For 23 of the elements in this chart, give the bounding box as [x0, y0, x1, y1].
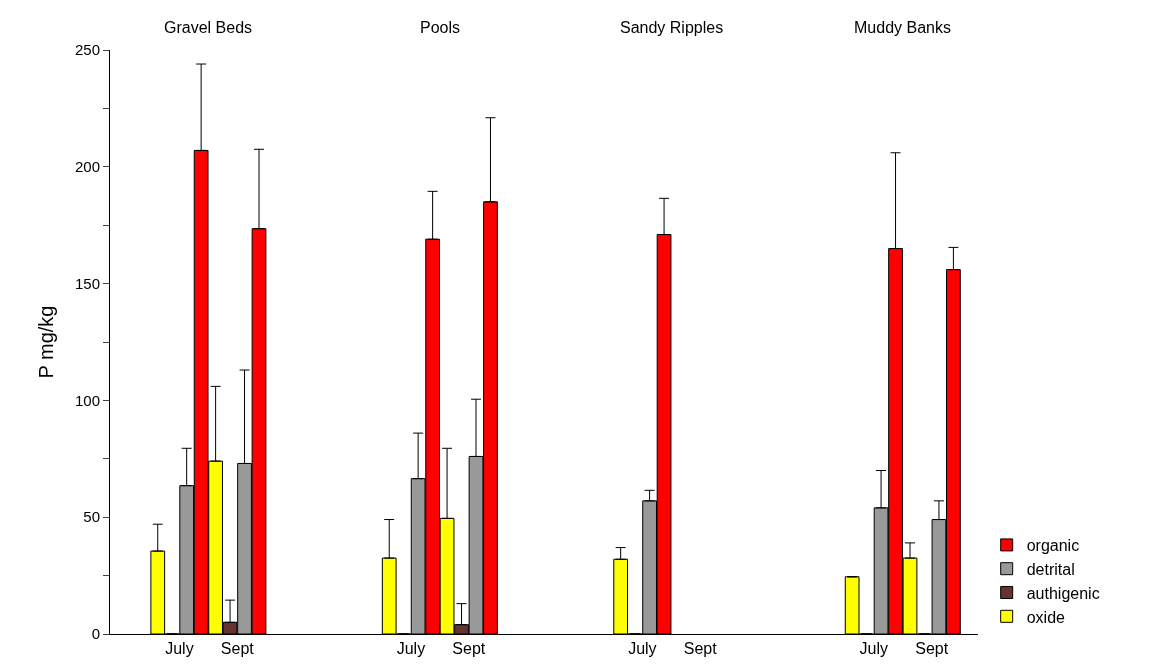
x-tick-label: Sept: [683, 640, 718, 658]
y-axis-title: P mg/kg: [35, 305, 58, 379]
x-tick-label: July: [859, 640, 889, 658]
y-tick-label: 50: [83, 508, 100, 526]
text: Muddy Banks: [854, 19, 951, 36]
legend-label: detrital: [1026, 560, 1075, 578]
legend-label: organic: [1026, 537, 1080, 555]
x-tick-label: July: [165, 640, 194, 658]
x-tick-label: Sept: [452, 640, 486, 658]
x-tick-label: July: [396, 640, 426, 658]
text: Sandy Ripples: [620, 19, 724, 36]
y-tick-label: 150: [74, 274, 100, 292]
x-tick-label: Sept: [220, 640, 255, 658]
legend-label: authigenic: [1026, 584, 1100, 602]
text: Pools: [420, 19, 461, 36]
legend-label: oxide: [1026, 608, 1066, 626]
x-tick-label: July: [628, 640, 657, 658]
y-tick-label: 250: [74, 41, 100, 59]
y-tick-label: 0: [91, 625, 100, 643]
y-tick-label: 100: [74, 391, 100, 409]
x-tick-label: Sept: [915, 640, 949, 658]
y-tick-label: 200: [74, 158, 100, 176]
text: Gravel Beds: [164, 19, 253, 36]
